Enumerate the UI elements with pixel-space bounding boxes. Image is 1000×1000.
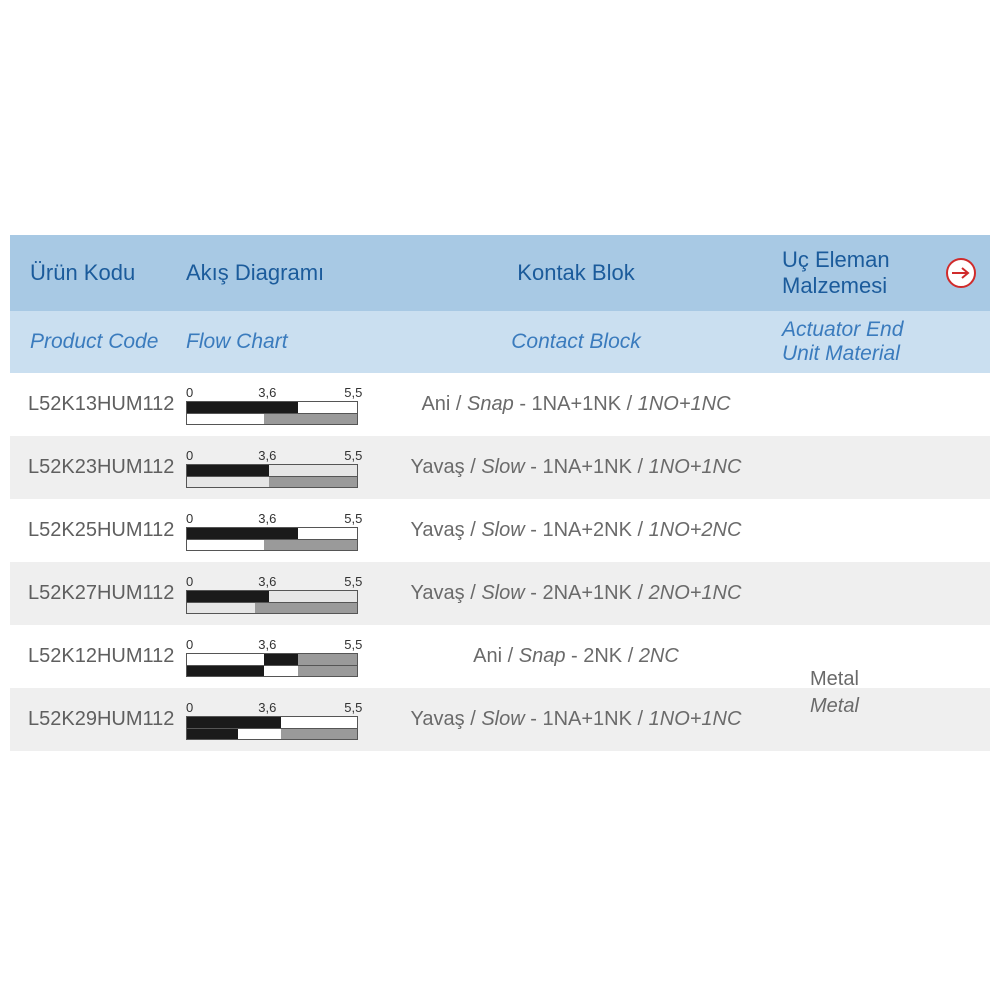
header-code-en: Product Code [10,330,186,354]
product-code: L52K25HUM112 [10,519,186,542]
flow-chart-diagram: 0 3,6 5,5 [186,511,376,551]
contact-block: Yavaş / Slow - 1NA+1NK / 1NO+1NC [376,456,776,479]
flow-tick-label: 0 [186,574,193,589]
data-rows: Metal Metal L52K13HUM11203,65,5Ani / Sna… [10,373,990,751]
product-table: Ürün Kodu Akış Diagramı Kontak Blok Uç E… [10,235,990,751]
header-row-turkish: Ürün Kodu Akış Diagramı Kontak Blok Uç E… [10,235,990,311]
contact-block: Ani / Snap - 1NA+1NK / 1NO+1NC [376,393,776,416]
header-row-english: Product Code Flow Chart Contact Block Ac… [10,311,990,373]
flow-tick-label: 5,5 [344,574,362,589]
flow-chart-diagram: 0 3,6 5,5 [186,637,376,677]
header-material-en: Actuator End Unit Material [776,318,941,366]
contact-block: Ani / Snap - 2NK / 2NC [376,645,776,668]
table-row: L52K25HUM1120 3,6 5,5 Yavaş / Slow - 1NA+2N… [10,499,990,562]
flow-tick-label: 0 [186,511,193,526]
scroll-arrow-cell [941,258,981,288]
material-value: Metal Metal [810,668,859,718]
flow-tick-label: 0 [186,637,193,652]
arrow-right-icon[interactable] [946,258,976,288]
product-code: L52K12HUM112 [10,645,186,668]
contact-block: Yavaş / Slow - 2NA+1NK / 2NO+1NC [376,582,776,605]
flow-chart-diagram: 0 3,6 5,5 [186,385,376,425]
contact-block: Yavaş / Slow - 1NA+1NK / 1NO+1NC [376,708,776,731]
product-code: L52K29HUM112 [10,708,186,731]
flow-chart-diagram: 0 3,6 5,5 [186,448,376,488]
table-row: L52K27HUM1120 3,6 5,5 Yavaş / Slow - 2NA+1N… [10,562,990,625]
flow-tick-label: 0 [186,385,193,400]
flow-tick-label: 5,5 [344,700,362,715]
header-contact-tr: Kontak Blok [376,260,776,286]
header-flow-tr: Akış Diagramı [186,260,376,286]
header-contact-en: Contact Block [376,330,776,354]
table-row: L52K23HUM1120 3,6 5,5 Yavaş / Slow - 1NA+1N… [10,436,990,499]
flow-tick-label: 3,6 [258,385,276,400]
flow-tick-label: 0 [186,700,193,715]
contact-block: Yavaş / Slow - 1NA+2NK / 1NO+2NC [376,519,776,542]
header-code-tr: Ürün Kodu [10,260,186,286]
flow-tick-label: 5,5 [344,385,362,400]
flow-tick-label: 3,6 [258,574,276,589]
flow-tick-label: 5,5 [344,637,362,652]
flow-chart-diagram: 0 3,6 5,5 [186,700,376,740]
flow-tick-label: 5,5 [344,448,362,463]
flow-chart-diagram: 0 3,6 5,5 [186,574,376,614]
table-row: L52K13HUM1120 3,6 5,5 Ani / Snap - 1NA+1NK … [10,373,990,436]
flow-tick-label: 0 [186,448,193,463]
flow-tick-label: 3,6 [258,511,276,526]
flow-tick-label: 5,5 [344,511,362,526]
header-flow-en: Flow Chart [186,330,376,354]
flow-tick-label: 3,6 [258,448,276,463]
flow-tick-label: 3,6 [258,637,276,652]
header-material-tr: Uç Eleman Malzemesi [776,247,941,299]
flow-tick-label: 3,6 [258,700,276,715]
product-code: L52K13HUM112 [10,393,186,416]
product-code: L52K23HUM112 [10,456,186,479]
product-code: L52K27HUM112 [10,582,186,605]
